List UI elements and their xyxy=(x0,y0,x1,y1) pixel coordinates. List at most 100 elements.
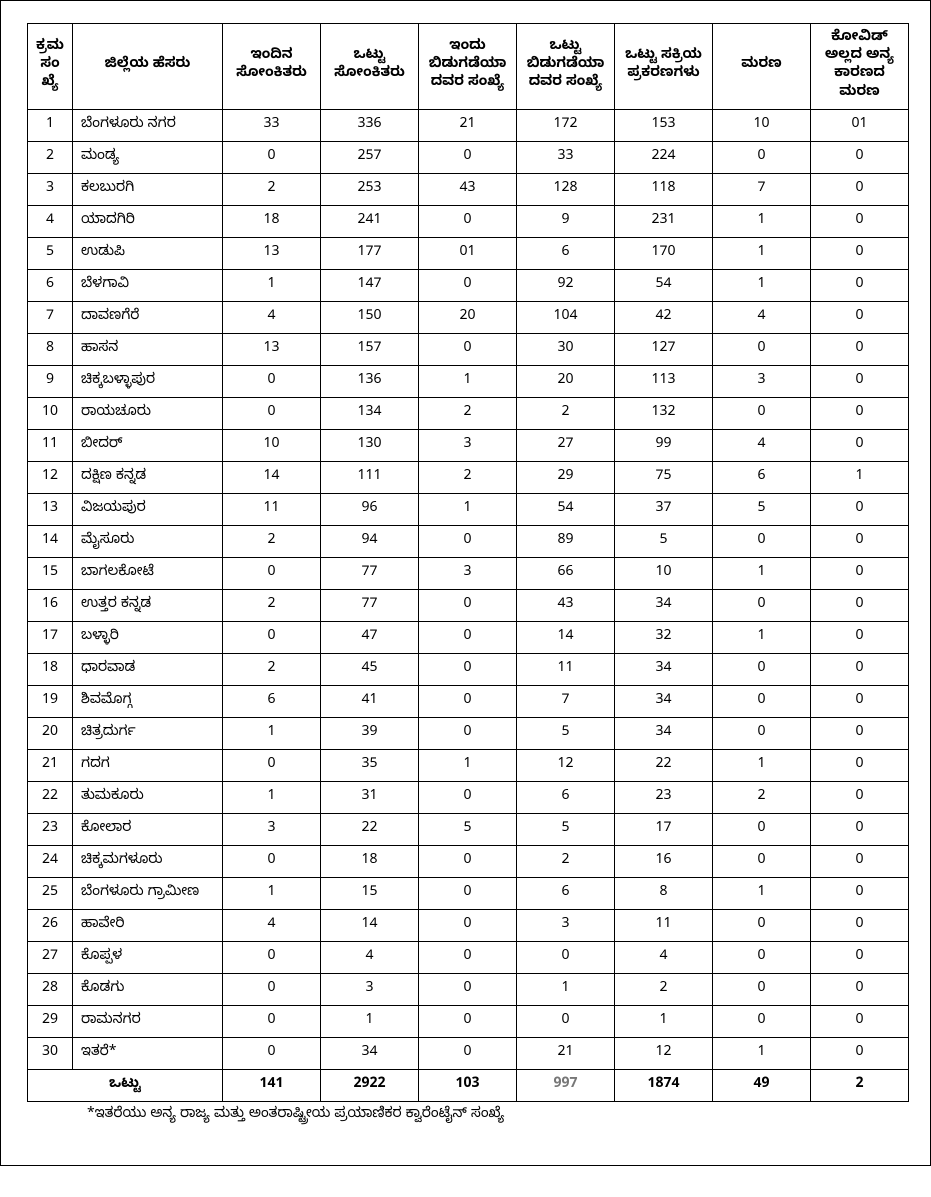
cell-value: 3 xyxy=(517,909,615,941)
table-row: 19ಶಿವಮೊಗ್ಗ641073400 xyxy=(28,685,909,717)
cell-value: 0 xyxy=(811,589,909,621)
cell-value: 10 xyxy=(615,557,713,589)
cell-value: 0 xyxy=(419,877,517,909)
cell-value: 41 xyxy=(321,685,419,717)
footnote: *ಇತರೆಯು ಅನ್ಯ ರಾಜ್ಯ ಮತ್ತು ಅಂತರಾಷ್ಟ್ರೀಯ ಪ್… xyxy=(27,1102,904,1125)
cell-value: 0 xyxy=(517,1005,615,1037)
cell-value: 253 xyxy=(321,173,419,205)
cell-district: ಚಿತ್ರದುರ್ಗ xyxy=(73,717,223,749)
cell-value: 0 xyxy=(223,557,321,589)
total-value: 1874 xyxy=(615,1069,713,1101)
cell-value: 0 xyxy=(419,845,517,877)
cell-value: 134 xyxy=(321,397,419,429)
cell-value: 0 xyxy=(811,717,909,749)
cell-serial: 21 xyxy=(28,749,73,781)
cell-value: 0 xyxy=(811,909,909,941)
cell-value: 1 xyxy=(713,1037,811,1069)
table-row: 28ಕೊಡಗು0301200 xyxy=(28,973,909,1005)
cell-value: 20 xyxy=(517,365,615,397)
cell-value: 43 xyxy=(419,173,517,205)
cell-value: 0 xyxy=(223,749,321,781)
cell-serial: 15 xyxy=(28,557,73,589)
cell-serial: 6 xyxy=(28,269,73,301)
cell-value: 2 xyxy=(419,461,517,493)
table-row: 14ಮೈಸೂರು294089500 xyxy=(28,525,909,557)
cell-value: 31 xyxy=(321,781,419,813)
table-row: 11ಬೀದರ್101303279940 xyxy=(28,429,909,461)
cell-serial: 17 xyxy=(28,621,73,653)
cell-district: ಕೊಪ್ಪಳ xyxy=(73,941,223,973)
table-row: 23ಕೋಲಾರ322551700 xyxy=(28,813,909,845)
cell-value: 21 xyxy=(517,1037,615,1069)
cell-value: 0 xyxy=(811,557,909,589)
cell-value: 336 xyxy=(321,109,419,141)
cell-serial: 16 xyxy=(28,589,73,621)
cell-value: 92 xyxy=(517,269,615,301)
cell-value: 0 xyxy=(223,1005,321,1037)
cell-value: 0 xyxy=(223,973,321,1005)
cell-value: 3 xyxy=(419,429,517,461)
table-row: 8ಹಾಸನ1315703012700 xyxy=(28,333,909,365)
cell-value: 94 xyxy=(321,525,419,557)
cell-value: 0 xyxy=(419,717,517,749)
cell-serial: 26 xyxy=(28,909,73,941)
cell-value: 2 xyxy=(223,173,321,205)
cell-value: 54 xyxy=(517,493,615,525)
cell-value: 2 xyxy=(223,589,321,621)
cell-district: ಗದಗ xyxy=(73,749,223,781)
cell-value: 11 xyxy=(223,493,321,525)
cell-value: 11 xyxy=(517,653,615,685)
table-row: 17ಬಳ್ಳಾರಿ0470143210 xyxy=(28,621,909,653)
cell-value: 14 xyxy=(517,621,615,653)
cell-value: 34 xyxy=(615,589,713,621)
table-row: 18ಧಾರವಾಡ2450113400 xyxy=(28,653,909,685)
cell-value: 111 xyxy=(321,461,419,493)
cell-value: 2 xyxy=(223,653,321,685)
table-row: 13ವಿಜಯಪುರ11961543750 xyxy=(28,493,909,525)
cell-value: 39 xyxy=(321,717,419,749)
cell-district: ಬೆಂಗಳೂರು ಗ್ರಾಮೀಣ xyxy=(73,877,223,909)
cell-value: 45 xyxy=(321,653,419,685)
cell-serial: 14 xyxy=(28,525,73,557)
cell-value: 2 xyxy=(615,973,713,1005)
total-value: 2922 xyxy=(321,1069,419,1101)
cell-value: 0 xyxy=(811,493,909,525)
table-row: 15ಬಾಗಲಕೋಟೆ0773661010 xyxy=(28,557,909,589)
cell-value: 2 xyxy=(419,397,517,429)
cell-value: 12 xyxy=(517,749,615,781)
table-row: 4ಯಾದಗಿರಿ182410923110 xyxy=(28,205,909,237)
cell-value: 0 xyxy=(713,525,811,557)
total-value: 997 xyxy=(517,1069,615,1101)
cell-value: 0 xyxy=(811,525,909,557)
cell-value: 172 xyxy=(517,109,615,141)
cell-value: 0 xyxy=(811,877,909,909)
cell-value: 128 xyxy=(517,173,615,205)
cell-value: 0 xyxy=(419,589,517,621)
cell-value: 99 xyxy=(615,429,713,461)
cell-serial: 5 xyxy=(28,237,73,269)
cell-value: 1 xyxy=(419,749,517,781)
cell-value: 1 xyxy=(223,781,321,813)
cell-value: 17 xyxy=(615,813,713,845)
table-header: ಕ್ರಮ ಸಂಖ್ಯೆ ಜಿಲ್ಲೆಯ ಹೆಸರು ಇಂದಿನ ಸೋಂಕಿತರು… xyxy=(28,24,909,110)
cell-value: 0 xyxy=(811,749,909,781)
table-row: 10ರಾಯಚೂರು01342213200 xyxy=(28,397,909,429)
table-row: 24ಚಿಕ್ಕಮಗಳೂರು018021600 xyxy=(28,845,909,877)
cell-value: 3 xyxy=(419,557,517,589)
col-today-cases: ಇಂದಿನ ಸೋಂಕಿತರು xyxy=(223,24,321,110)
cell-value: 1 xyxy=(321,1005,419,1037)
table-row: 3ಕಲಬುರಗಿ22534312811870 xyxy=(28,173,909,205)
cell-value: 6 xyxy=(517,781,615,813)
cell-value: 1 xyxy=(811,461,909,493)
cell-value: 0 xyxy=(419,653,517,685)
cell-value: 1 xyxy=(713,877,811,909)
cell-value: 4 xyxy=(321,941,419,973)
cell-value: 241 xyxy=(321,205,419,237)
total-value: 103 xyxy=(419,1069,517,1101)
cell-serial: 30 xyxy=(28,1037,73,1069)
cell-value: 0 xyxy=(419,685,517,717)
cell-value: 34 xyxy=(615,717,713,749)
cell-value: 0 xyxy=(713,589,811,621)
cell-value: 3 xyxy=(713,365,811,397)
cell-value: 0 xyxy=(811,397,909,429)
